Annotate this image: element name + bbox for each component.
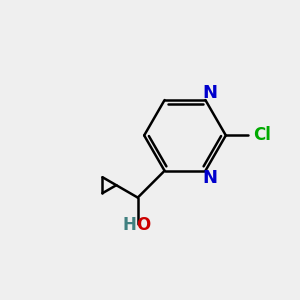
- Text: O: O: [136, 216, 150, 234]
- Text: N: N: [202, 169, 217, 187]
- Text: Cl: Cl: [254, 126, 272, 144]
- Text: N: N: [202, 84, 217, 102]
- Text: H: H: [123, 216, 136, 234]
